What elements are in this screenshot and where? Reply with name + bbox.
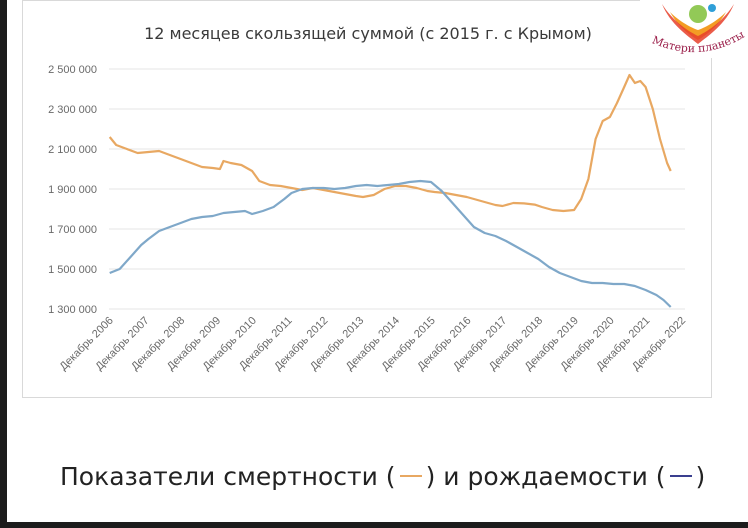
y-tick-label: 1 900 000 [48, 184, 97, 196]
caption-text-after: ) [695, 462, 706, 491]
y-tick-label: 1 300 000 [48, 304, 97, 316]
y-tick-label: 1 700 000 [48, 224, 97, 236]
window-frame-bottom [0, 522, 748, 528]
deaths-legend-swatch [399, 475, 422, 477]
chart-panel: 12 месяцев скользящей суммой (с 2015 г. … [22, 0, 712, 398]
y-tick-label: 2 300 000 [48, 104, 97, 116]
grid-lines [109, 68, 685, 310]
logo-emblem-icon: Матери планеты [650, 4, 747, 55]
y-tick-label: 2 500 000 [48, 64, 97, 76]
deaths-series-line [108, 73, 672, 213]
caption-text-before: Показатели смертности ( [60, 462, 396, 491]
series-lines [108, 73, 672, 308]
chart-title: 12 месяцев скользящей суммой (с 2015 г. … [144, 24, 592, 43]
logo: Матери планеты [640, 0, 748, 58]
y-tick-label: 1 500 000 [48, 264, 97, 276]
births-series-line [109, 179, 672, 308]
y-tick-label: 2 100 000 [48, 144, 97, 156]
caption-text-middle: ) и рождаемости ( [425, 462, 666, 491]
births-legend-swatch [669, 475, 692, 477]
y-axis-ticks: 2 500 000 2 300 000 2 100 000 1 900 000 1 70… [48, 64, 97, 316]
window-frame-left [0, 0, 7, 528]
chart-caption: Показатели смертности ( ) и рождаемости (… [60, 462, 705, 491]
line-chart: 12 месяцев скользящей суммой (с 2015 г. … [48, 24, 689, 373]
